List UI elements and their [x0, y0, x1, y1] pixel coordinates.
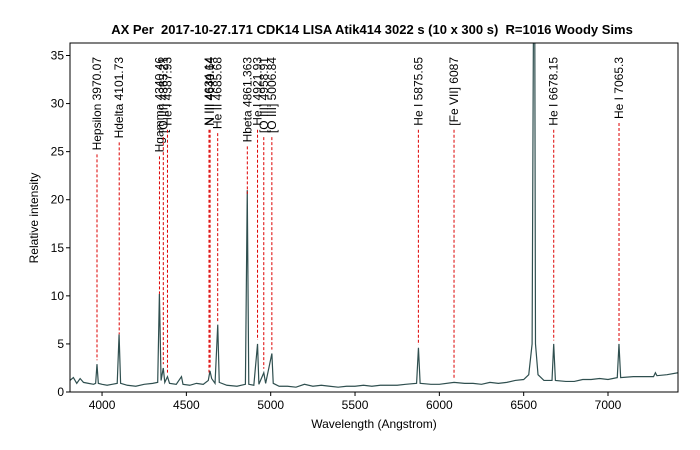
line-label: He I 5875.65: [411, 57, 425, 126]
y-tick-label: 0: [57, 385, 64, 399]
line-label: [O III] 4958.91: [257, 57, 271, 133]
line-label: [Fe VII] 6087: [447, 57, 461, 126]
y-tick-label: 30: [51, 97, 65, 111]
line-label: He II 4685.68: [211, 57, 225, 129]
x-tick-label: 7000: [595, 398, 622, 412]
line-label: He I 4387.93: [160, 57, 174, 126]
y-tick-label: 20: [51, 193, 65, 207]
y-tick-label: 25: [51, 145, 65, 159]
x-tick-label: 4500: [173, 398, 200, 412]
chart-title: AX Per 2017-10-27.171 CDK14 LISA Atik414…: [111, 22, 633, 37]
x-tick-label: 6000: [426, 398, 453, 412]
x-tick-label: 6500: [510, 398, 537, 412]
x-tick-label: 4000: [89, 398, 116, 412]
line-label: N III 4634.14: [202, 57, 216, 126]
plot-area: [70, 43, 678, 388]
line-label: He I 6678.15: [547, 57, 561, 126]
y-tick-label: 10: [51, 289, 65, 303]
line-label: N III 4640.64: [203, 57, 217, 126]
y-axis-label: Relative intensity: [27, 173, 41, 264]
y-tick-label: 5: [57, 337, 64, 351]
line-label: Hepsilon 3970.07: [90, 57, 104, 151]
axes-frame: [69, 42, 679, 393]
x-axis-label: Wavelength (Angstrom): [311, 417, 437, 431]
x-tick-label: 5500: [342, 398, 369, 412]
line-label: Hgamma 4340.46: [152, 57, 166, 153]
line-label: Hdelta 4101.73: [112, 57, 126, 139]
x-tick-label: 5000: [257, 398, 284, 412]
line-label: He I 7065.3: [612, 57, 626, 119]
line-label: [O III] 5006.84: [265, 57, 279, 133]
line-label: Hbeta 4861.363: [240, 57, 254, 143]
y-tick-label: 15: [51, 241, 65, 255]
y-tick-label: 35: [51, 48, 65, 62]
line-label: He I 4921.93: [251, 57, 265, 126]
spectrum-line: [70, 43, 678, 388]
line-label: [O III] 4363.21: [156, 57, 170, 133]
